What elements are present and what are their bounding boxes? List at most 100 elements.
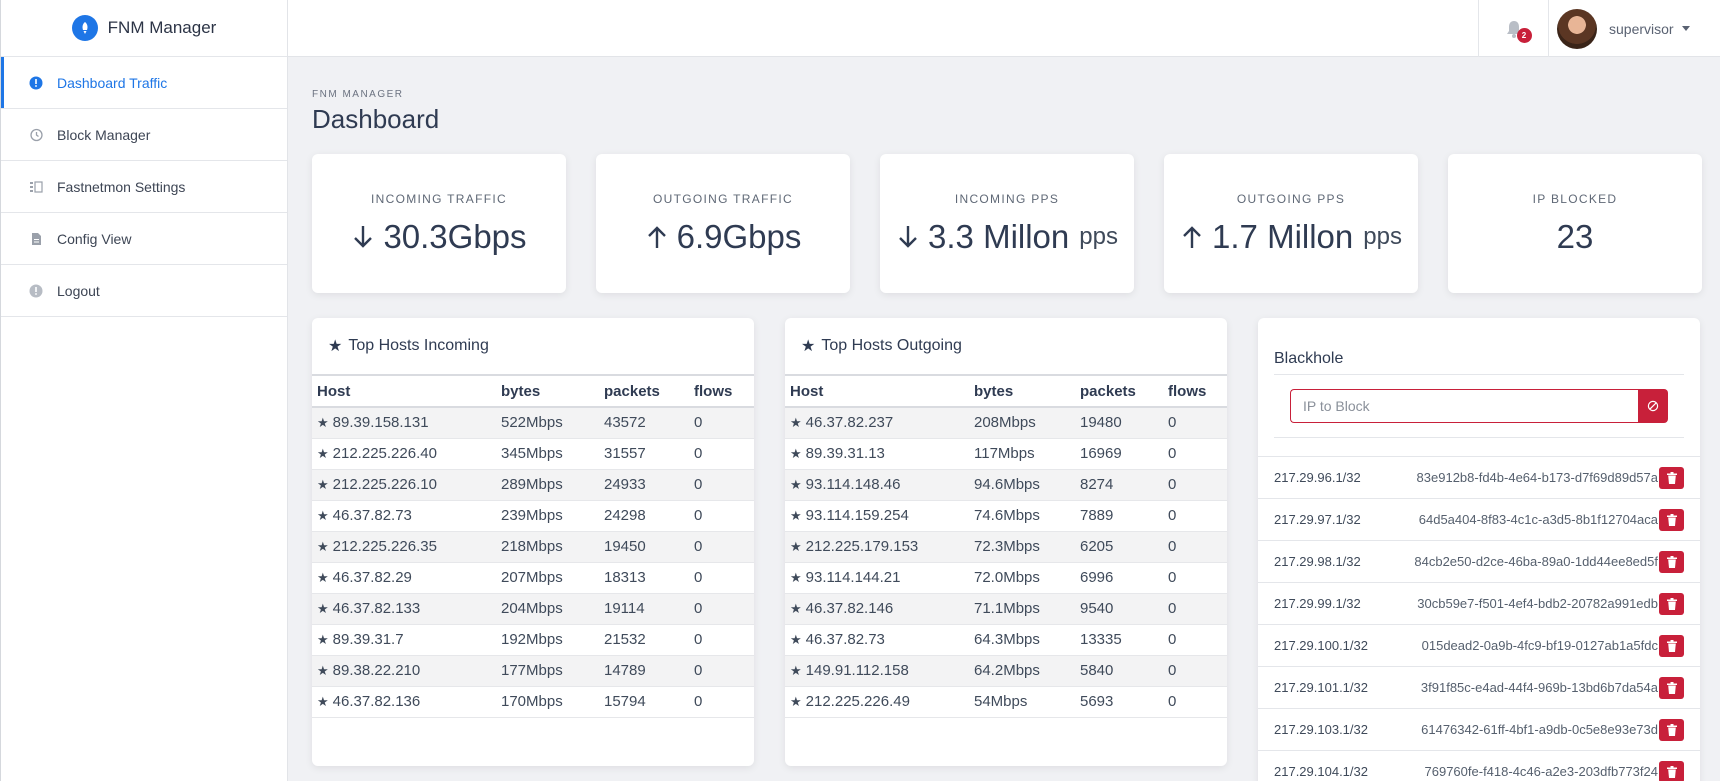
cell-flows: 0 (1163, 469, 1227, 501)
cell-flows: 0 (689, 531, 754, 563)
trash-icon (1666, 556, 1677, 568)
user-menu[interactable]: supervisor (1548, 0, 1720, 57)
cell-bytes: 218Mbps (496, 531, 599, 563)
incoming-table-body: ★ 89.39.158.131 522Mbps 43572 0 ★ 212.225.226.… (312, 407, 754, 718)
blocked-ip: 217.29.96.1/32 (1274, 470, 1361, 485)
cell-bytes-value: 72.0Mbps (974, 569, 1040, 586)
cell-host-value: 46.37.82.237 (805, 414, 894, 432)
trash-icon (1666, 724, 1677, 736)
delete-block-button[interactable] (1659, 761, 1684, 781)
star-icon: ★ (790, 539, 802, 554)
delete-block-button[interactable] (1659, 467, 1684, 489)
star-icon: ★ (790, 508, 802, 523)
cell-bytes-value: 218Mbps (501, 538, 563, 555)
stat-value-row: 23 (1557, 218, 1594, 256)
cell-flows-value: 0 (694, 631, 703, 648)
sidebar-item-config-view[interactable]: Config View (1, 213, 287, 265)
cell-packets-value: 5840 (1080, 662, 1114, 679)
cell-flows: 0 (689, 469, 754, 501)
column-header-host[interactable]: Host (312, 374, 496, 408)
delete-block-button[interactable] (1659, 635, 1684, 657)
ip-to-block-input[interactable] (1290, 389, 1638, 423)
cell-packets: 15794 (599, 686, 689, 718)
blocked-ip: 217.29.100.1/32 (1274, 638, 1368, 653)
column-header-flows[interactable]: flows (689, 374, 754, 408)
sidebar-item-logout[interactable]: Logout (1, 265, 287, 317)
cell-flows-value: 0 (1168, 662, 1177, 679)
cell-bytes-value: 74.6Mbps (974, 507, 1040, 524)
cell-bytes-value: 117Mbps (974, 445, 1035, 462)
delete-block-button[interactable] (1659, 719, 1684, 741)
table-row: ★ 46.37.82.237 208Mbps 19480 0 (785, 407, 1227, 439)
cell-flows-value: 0 (1168, 414, 1177, 432)
delete-block-button[interactable] (1659, 551, 1684, 573)
star-icon: ★ (801, 338, 816, 355)
cell-packets: 8274 (1075, 469, 1163, 501)
column-header-packets[interactable]: packets (599, 374, 689, 408)
cell-packets: 19450 (599, 531, 689, 563)
cell-host-value: 46.37.82.146 (805, 600, 894, 617)
sidebar-item-label: Fastnetmon Settings (57, 178, 186, 195)
sidebar-item-block-manager[interactable]: Block Manager (1, 109, 287, 161)
column-header-bytes[interactable]: bytes (496, 374, 599, 408)
outgoing-table: Host bytes packets flows ★ 46.37.82.237 20… (785, 374, 1227, 718)
cell-packets-value: 6205 (1080, 538, 1114, 555)
block-uuid: 30cb59e7-f501-4ef4-bdb2-20782a991edb (1417, 596, 1658, 611)
cell-host-value: 212.225.226.35 (332, 538, 437, 555)
cell-flows: 0 (1163, 500, 1227, 532)
star-icon: ★ (317, 663, 329, 678)
list-item: 217.29.100.1/32 015dead2-0a9b-4fc9-bf19-0… (1258, 624, 1700, 666)
cell-packets-value: 19114 (604, 600, 645, 617)
cell-packets-value: 24933 (604, 476, 646, 493)
cell-flows-value: 0 (694, 507, 703, 524)
star-icon: ★ (317, 632, 329, 647)
column-header-packets[interactable]: packets (1075, 374, 1163, 408)
cell-host-value: 46.37.82.73 (805, 631, 885, 648)
cell-flows: 0 (1163, 655, 1227, 687)
notifications-button[interactable]: 2 (1478, 0, 1548, 57)
delete-block-button[interactable] (1659, 677, 1684, 699)
cell-flows-value: 0 (694, 476, 703, 493)
table-header-row: Host bytes packets flows (785, 374, 1227, 408)
stat-unit: pps (1363, 222, 1402, 250)
cell-host: ★ 93.114.148.46 (785, 469, 969, 501)
cell-flows-value: 0 (694, 414, 703, 432)
sidebar-item-fastnetmon-settings[interactable]: Fastnetmon Settings (1, 161, 287, 213)
brand[interactable]: FNM Manager (1, 0, 287, 57)
trash-icon (1666, 514, 1677, 526)
star-icon: ★ (790, 694, 802, 709)
top-hosts-incoming-panel: ★ Top Hosts Incoming Host bytes packets … (312, 318, 754, 766)
cell-host-value: 89.39.31.13 (805, 445, 885, 462)
arrow-down-icon (899, 225, 917, 248)
cell-bytes-value: 54Mbps (974, 693, 1028, 710)
table-row: ★ 46.37.82.73 239Mbps 24298 0 (312, 500, 754, 532)
cell-host-value: 89.39.158.131 (332, 414, 429, 432)
cell-host: ★ 212.225.179.153 (785, 531, 969, 563)
cell-host: ★ 46.37.82.146 (785, 593, 969, 625)
column-header-host[interactable]: Host (785, 374, 969, 408)
cell-packets: 5693 (1075, 686, 1163, 718)
block-ip-button[interactable] (1638, 389, 1668, 423)
panel-title-label: Top Hosts Outgoing (821, 337, 962, 354)
rocket-logo-icon (71, 15, 98, 41)
sidebar-item-dashboard-traffic[interactable]: Dashboard Traffic (1, 57, 287, 109)
star-icon: ★ (790, 601, 802, 616)
table-row: ★ 93.114.144.21 72.0Mbps 6996 0 (785, 562, 1227, 594)
stat-ip-blocked: IP BLOCKED 23 (1448, 154, 1702, 293)
cell-flows-value: 0 (1168, 507, 1177, 524)
cell-bytes: 208Mbps (969, 407, 1075, 439)
cell-packets-value: 18313 (604, 569, 646, 586)
stat-label: INCOMING TRAFFIC (371, 191, 507, 206)
block-ip-form (1274, 374, 1684, 438)
main-content: FNM MANAGER Dashboard INCOMING TRAFFIC 3… (312, 57, 1702, 781)
column-header-bytes[interactable]: bytes (969, 374, 1075, 408)
column-header-flows[interactable]: flows (1163, 374, 1227, 408)
table-row: ★ 212.225.226.49 54Mbps 5693 0 (785, 686, 1227, 718)
cell-host: ★ 212.225.226.40 (312, 438, 496, 470)
cell-host-value: 212.225.226.49 (805, 693, 910, 710)
delete-block-button[interactable] (1659, 509, 1684, 531)
block-uuid: 64d5a404-8f83-4c1c-a3d5-8b1f12704aca (1418, 512, 1658, 527)
cell-bytes: 522Mbps (496, 407, 599, 439)
star-icon: ★ (328, 338, 343, 355)
delete-block-button[interactable] (1659, 593, 1684, 615)
